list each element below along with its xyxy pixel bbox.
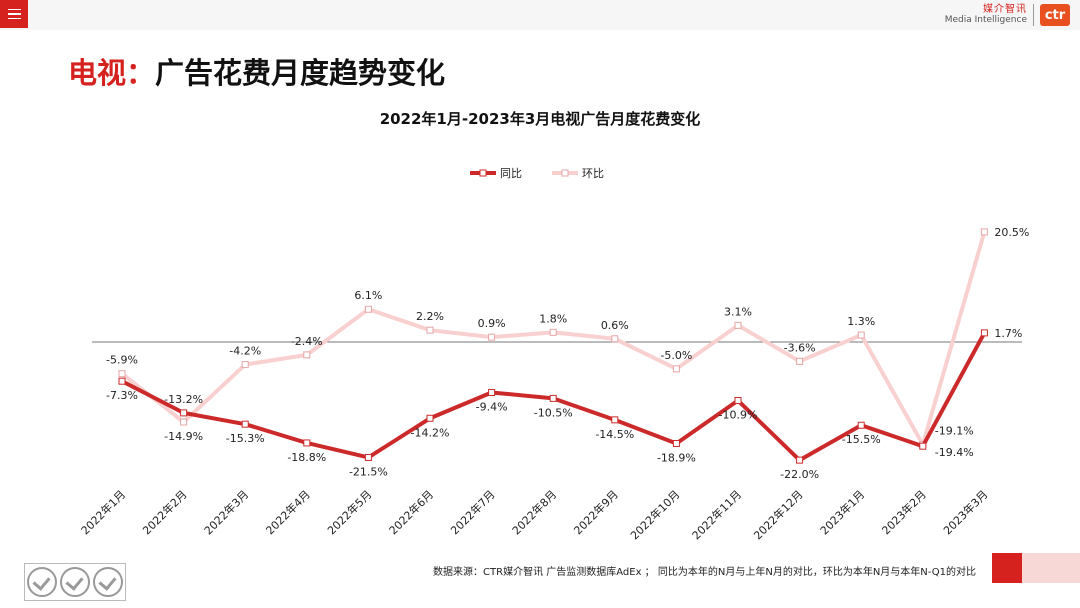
legend-label-mom: 环比 xyxy=(582,167,604,180)
x-tick-label: 2022年1月 xyxy=(78,487,128,537)
x-tick-label: 2022年12月 xyxy=(751,487,806,542)
data-label-yoy: -19.4% xyxy=(935,446,974,459)
legend-label-yoy: 同比 xyxy=(500,167,522,180)
data-label-mom: 1.8% xyxy=(539,312,567,325)
data-point-yoy xyxy=(426,414,434,422)
x-tick-label: 2022年2月 xyxy=(140,487,190,537)
x-tick-label: 2022年3月 xyxy=(201,487,251,537)
data-label-mom: -5.0% xyxy=(660,349,692,362)
data-point-yoy xyxy=(364,453,372,461)
data-label-yoy: -10.5% xyxy=(534,406,573,419)
data-point-yoy xyxy=(980,329,988,337)
data-label-yoy: -13.2% xyxy=(164,393,203,406)
data-label-yoy: -15.5% xyxy=(842,433,881,446)
data-point-yoy xyxy=(734,397,742,405)
data-label-yoy: -15.3% xyxy=(226,432,265,445)
data-point-mom xyxy=(241,361,249,369)
data-point-mom xyxy=(118,370,126,378)
x-tick-label: 2022年4月 xyxy=(263,487,313,537)
x-tick-label: 2022年6月 xyxy=(386,487,436,537)
data-label-mom: 6.1% xyxy=(354,289,382,302)
data-label-yoy: -14.2% xyxy=(411,426,450,439)
data-label-yoy: -7.3% xyxy=(106,389,138,402)
top-bar: 媒介智讯 Media Intelligence ctr xyxy=(0,0,1080,30)
data-point-yoy xyxy=(611,416,619,424)
data-label-mom: 1.3% xyxy=(847,315,875,328)
footer-accent-block xyxy=(992,553,1022,583)
page-title: 电视：广告花费月度趋势变化 xyxy=(68,50,445,92)
data-point-yoy xyxy=(180,409,188,417)
data-point-yoy xyxy=(919,442,927,450)
data-point-mom xyxy=(488,333,496,341)
sgs-badge-icon xyxy=(59,567,90,597)
data-label-mom: -3.6% xyxy=(784,341,816,354)
x-tick-label: 2022年11月 xyxy=(689,487,744,542)
data-label-mom: -14.9% xyxy=(164,430,203,443)
menu-icon[interactable] xyxy=(0,0,28,28)
page-title-prefix: 电视： xyxy=(68,56,156,90)
data-point-mom xyxy=(180,418,188,426)
data-point-mom xyxy=(734,321,742,329)
data-point-mom xyxy=(611,335,619,343)
data-label-yoy: 1.7% xyxy=(994,327,1022,340)
data-label-mom: 2.2% xyxy=(416,310,444,323)
chart-title: 2022年1月-2023年3月电视广告月度花费变化 xyxy=(379,110,701,128)
data-label-yoy: -22.0% xyxy=(780,468,819,481)
x-tick-label: 2023年3月 xyxy=(940,487,990,537)
data-source-note: 数据来源：CTR媒介智讯 广告监测数据库AdEx ； 同比为本年的N月与上年N月… xyxy=(433,567,976,578)
x-tick-label: 2023年1月 xyxy=(817,487,867,537)
data-label-yoy: -21.5% xyxy=(349,465,388,478)
data-label-mom: -5.9% xyxy=(106,354,138,367)
sgs-certification xyxy=(24,563,126,601)
footer-pink-block xyxy=(1022,553,1080,583)
data-point-yoy xyxy=(672,439,680,447)
data-point-mom xyxy=(672,365,680,373)
data-point-yoy xyxy=(118,377,126,385)
data-label-yoy: -10.9% xyxy=(719,409,758,422)
data-label-mom: 0.9% xyxy=(478,317,506,330)
data-point-mom xyxy=(549,328,557,336)
data-label-mom: 20.5% xyxy=(994,226,1029,239)
data-label-mom: -19.1% xyxy=(935,425,974,438)
data-label-yoy: -18.9% xyxy=(657,451,696,464)
data-point-yoy xyxy=(488,388,496,396)
data-point-yoy xyxy=(857,421,865,429)
data-point-yoy xyxy=(796,456,804,464)
line-chart: 同比 环比 -7.3% -13.2% -15.3% -18.8% -21.5% -14.2% -… xyxy=(78,167,1029,542)
data-label-yoy: -9.4% xyxy=(476,400,508,413)
brand: 媒介智讯 Media Intelligence ctr xyxy=(945,4,1070,26)
page-title-main: 广告花费月度趋势变化 xyxy=(155,56,446,90)
data-point-yoy xyxy=(303,439,311,447)
legend-marker-mom xyxy=(561,169,569,177)
data-label-mom: 3.1% xyxy=(724,305,752,318)
data-point-yoy xyxy=(241,420,249,428)
x-tick-label: 2022年10月 xyxy=(627,487,682,542)
data-point-mom xyxy=(426,326,434,334)
data-label-yoy: -14.5% xyxy=(595,428,634,441)
x-tick-label: 2022年5月 xyxy=(324,487,374,537)
brand-name-en: Media Intelligence xyxy=(944,15,1027,25)
brand-divider xyxy=(1033,4,1034,26)
data-label-mom: 0.6% xyxy=(601,319,629,332)
data-point-mom xyxy=(364,305,372,313)
x-tick-label: 2022年9月 xyxy=(571,487,621,537)
data-point-mom xyxy=(796,357,804,365)
data-point-yoy xyxy=(549,394,557,402)
brand-name-cn: 媒介智讯 xyxy=(983,4,1027,15)
sgs-badge-icon xyxy=(26,567,57,597)
data-label-mom: -4.2% xyxy=(229,345,261,358)
x-tick-label: 2022年8月 xyxy=(509,487,559,537)
data-point-mom xyxy=(980,228,988,236)
data-label-yoy: -18.8% xyxy=(287,451,326,464)
x-tick-label: 2022年7月 xyxy=(448,487,498,537)
data-point-mom xyxy=(857,331,865,339)
sgs-badge-icon xyxy=(93,567,124,597)
ctr-logo: ctr xyxy=(1040,4,1070,26)
data-point-mom xyxy=(303,351,311,359)
data-label-mom: -2.4% xyxy=(291,335,323,348)
x-tick-label: 2023年2月 xyxy=(879,487,929,537)
legend-marker-yoy xyxy=(479,169,487,177)
